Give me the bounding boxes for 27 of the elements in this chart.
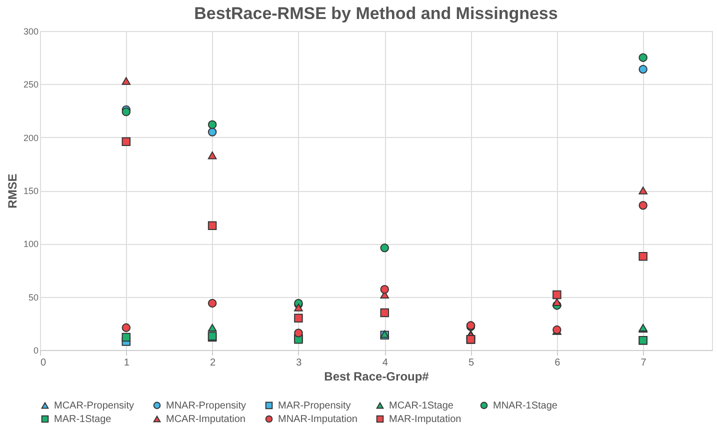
y-axis-title: RMSE	[5, 174, 20, 208]
legend-label: MCAR-Propensity	[54, 400, 134, 412]
y-tick-label: 150	[23, 186, 38, 196]
y-tick-label: 250	[23, 80, 38, 90]
y-tick-label: 0	[33, 346, 38, 356]
x-tick-label: 2	[210, 358, 216, 368]
legend-label: MNAR-Propensity	[166, 400, 246, 412]
x-tick-label: 0	[40, 358, 46, 368]
legend-label: MAR-Imputation	[389, 414, 462, 425]
y-tick-label: 200	[23, 132, 38, 143]
legend-label: MNAR-Imputation	[278, 414, 358, 425]
x-axis-title: Best Race-Group#	[324, 370, 430, 384]
x-tick-label: 1	[124, 358, 130, 368]
x-tick-label: 4	[382, 358, 388, 368]
chart-title: BestRace-RMSE by Method and Missingness	[194, 4, 558, 23]
y-tick-label: 100	[23, 239, 38, 250]
legend-label: MCAR-1Stage	[389, 400, 454, 412]
legend-label: MNAR-1Stage	[493, 400, 558, 412]
x-tick-label: 3	[296, 358, 302, 368]
legend-label: MAR-1Stage	[54, 414, 112, 425]
y-tick-label: 300	[23, 26, 38, 36]
legend-label: MCAR-Imputation	[166, 414, 246, 425]
x-tick-label: 6	[554, 358, 561, 368]
legend-label: MAR-Propensity	[278, 400, 351, 412]
x-tick-label: 5	[468, 358, 474, 368]
x-tick-label: 7	[640, 358, 647, 368]
y-tick-label: 50	[28, 292, 38, 302]
